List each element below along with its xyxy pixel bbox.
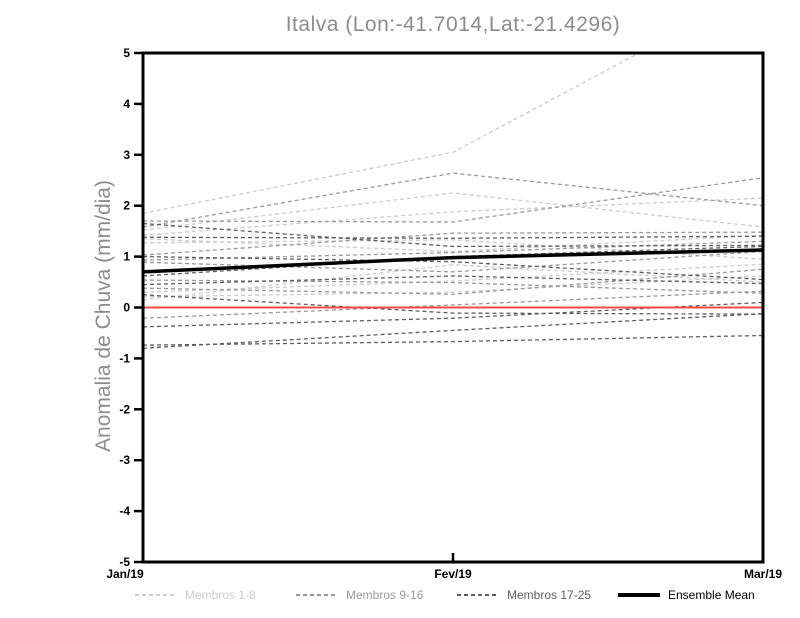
solid-line-sample-icon [618, 593, 660, 597]
plot-lines [143, 53, 763, 349]
member-line [143, 301, 763, 328]
member-line [143, 275, 763, 298]
x-tick-label: Jan/19 [106, 567, 144, 581]
y-tick-label: -4 [119, 504, 130, 518]
dashed-line-sample-icon [135, 594, 177, 596]
member-line [143, 250, 763, 273]
y-tick-label: 0 [123, 301, 130, 315]
legend-label-ensemble-mean: Ensemble Mean [668, 588, 755, 602]
member-line [143, 268, 763, 295]
member-line [143, 53, 641, 214]
ensemble-mean-line [143, 248, 763, 274]
y-tick-label: 3 [123, 148, 130, 162]
member-line [143, 275, 763, 286]
member-line [143, 235, 763, 239]
y-tick-label: -5 [119, 555, 130, 569]
y-tick-label: -2 [119, 402, 130, 416]
member-line [143, 239, 763, 260]
member-line [143, 294, 763, 315]
member-line [143, 192, 763, 231]
y-tick-label: 2 [123, 199, 130, 213]
y-tick-label: 5 [123, 46, 130, 60]
member-line [143, 334, 763, 346]
member-line [143, 290, 763, 319]
member-line [143, 240, 763, 261]
member-line [143, 234, 763, 253]
member-line [143, 279, 763, 294]
chart-title: Italva (Lon:-41.7014,Lat:-21.4296) [285, 13, 621, 36]
member-line [143, 177, 763, 223]
y-tick-label: -1 [119, 351, 130, 365]
member-line [143, 264, 763, 301]
member-line [143, 222, 763, 248]
dashed-line-sample-icon [457, 594, 499, 596]
member-line [143, 255, 763, 281]
y-tick-label: -3 [119, 453, 130, 467]
legend-item-ensemble-mean: Ensemble Mean [618, 588, 755, 602]
x-tick-label: Fev/19 [434, 567, 472, 581]
dashed-line-sample-icon [296, 594, 338, 596]
member-line [143, 263, 763, 293]
legend-label-membros-9-16: Membros 9-16 [346, 588, 424, 602]
legend-item-membros-1-8: Membros 1-8 [135, 588, 256, 602]
x-tick-label: Mar/19 [744, 567, 782, 581]
member-line [143, 312, 763, 349]
legend-item-membros-17-25: Membros 17-25 [457, 588, 591, 602]
y-tick-label: 4 [123, 97, 130, 111]
legend-label-membros-17-25: Membros 17-25 [507, 588, 592, 602]
legend-item-membros-9-16: Membros 9-16 [296, 588, 423, 602]
legend-label-membros-1-8: Membros 1-8 [185, 588, 256, 602]
member-line [143, 197, 763, 236]
legend: Membros 1-8 Membros 9-16 Membros 17-25 E… [0, 588, 800, 604]
y-tick-label: 1 [123, 250, 130, 264]
member-line [143, 231, 763, 256]
